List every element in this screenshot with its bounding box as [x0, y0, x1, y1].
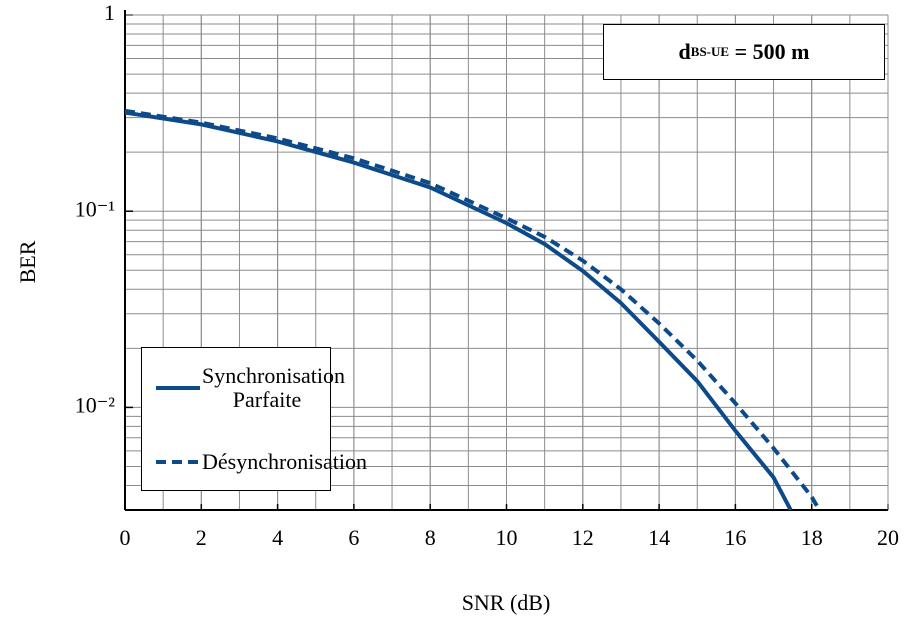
- x-tick-label: 14: [648, 525, 670, 550]
- y-tick-label: 10⁻²: [75, 392, 116, 417]
- legend-swatch: [156, 460, 200, 464]
- x-tick-label: 20: [877, 525, 899, 550]
- annotation-box: d BS-UE = 500 m: [603, 24, 885, 80]
- legend-entry: Synchronisation Parfaite: [142, 358, 345, 418]
- legend-swatch: [156, 386, 200, 390]
- x-tick-label: 2: [196, 525, 207, 550]
- x-tick-label: 10: [496, 525, 518, 550]
- legend-entry: Désynchronisation: [142, 442, 367, 482]
- annotation-text: d: [678, 39, 691, 64]
- legend-label: Synchronisation Parfaite: [202, 363, 345, 412]
- legend-label: Désynchronisation: [202, 449, 367, 474]
- x-axis-label: SNR (dB): [462, 590, 551, 615]
- annotation-subscript: BS-UE: [690, 44, 730, 59]
- series-line: [125, 108, 822, 510]
- x-tick-label: 6: [348, 525, 359, 550]
- annotation-suffix: = 500 m: [729, 39, 810, 64]
- y-tick-label: 1: [104, 0, 115, 25]
- y-tick-label: 10⁻¹: [75, 196, 115, 221]
- series-line: [125, 110, 793, 510]
- x-tick-label: 12: [572, 525, 594, 550]
- x-tick-label: 16: [724, 525, 746, 550]
- x-tick-label: 18: [801, 525, 823, 550]
- x-tick-label: 0: [120, 525, 131, 550]
- legend: Synchronisation Parfaite Désynchronisatio…: [141, 347, 367, 491]
- y-axis-label: BER: [15, 240, 40, 283]
- x-tick-label: 4: [272, 525, 283, 550]
- x-tick-label: 8: [425, 525, 436, 550]
